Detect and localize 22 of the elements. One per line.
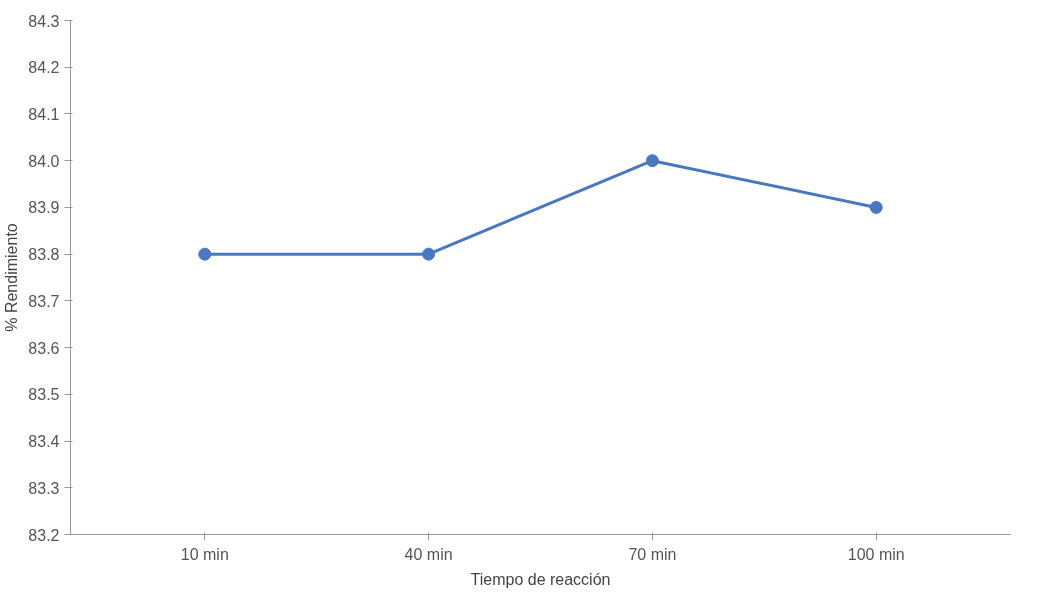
y-tick-label: 83.5 [28,386,60,404]
y-tick-label: 83.4 [28,433,60,451]
point [869,200,883,214]
x-tick-label: 10 min [180,545,229,563]
y-tick-label: 83.7 [28,292,60,310]
y-tick-label: 84.0 [28,152,60,170]
y-tick-label: 84.1 [28,105,60,123]
x-tick-label: 100 min [847,545,905,563]
y-axis-title: % Rendimiento [3,223,21,332]
point [645,154,659,168]
y-tick-label: 83.8 [28,246,60,264]
y-tick-label: 83.3 [28,479,60,497]
point [422,247,436,261]
y-tick-label: 83.6 [28,339,60,357]
x-tick-label: 70 min [628,545,677,563]
y-tick-label: 84.3 [28,12,60,30]
point [198,247,212,261]
y-tick-label: 83.9 [28,199,60,217]
y-tick-label: 84.2 [28,59,60,77]
x-axis-title: Tiempo de reacción [470,570,611,588]
y-tick-label: 83.2 [28,526,60,544]
x-tick-label: 40 min [404,545,453,563]
